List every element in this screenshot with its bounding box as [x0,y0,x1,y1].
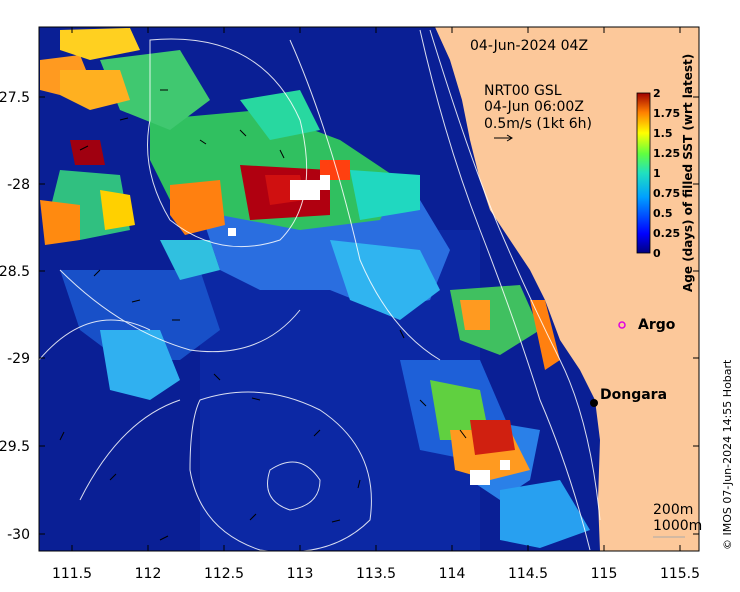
x-tick-label: 111.5 [52,566,92,582]
dongara-marker [590,399,598,407]
y-tick-label: -29 [7,351,30,367]
argo-marker [618,321,626,329]
y-tick-label: -28 [7,177,30,193]
colorbar-title: Age (days) of filled SST (wrt latest) [681,54,695,292]
date-label: 04-Jun-2024 04Z [470,38,588,54]
colorbar-tick: 2 [653,87,661,100]
credit-label: © IMOS 07-Jun-2024 14:55 Hobart [721,359,734,550]
y-tick-label: -28.5 [0,264,30,280]
tick-marks [39,27,699,551]
x-tick-label: 113.5 [356,566,396,582]
dongara-label: Dongara [600,387,667,403]
colorbar-tick: 1.25 [653,147,680,160]
colorbar-tick: 0.5 [653,207,673,220]
colorbar-gradient [636,92,651,254]
colorbar-tick: 1.75 [653,107,680,120]
colorbar: 2 1.75 1.5 1.25 1 0.75 0.5 0.25 0 Age (d… [636,54,695,292]
colorbar-tick: 0 [653,247,661,260]
colorbar-tick: 1.5 [653,127,673,140]
plot-frame [38,26,700,552]
warm-patches [40,28,560,480]
current-time-label: 04-Jun 06:00Z [484,99,584,115]
x-tick-label: 112 [135,566,162,582]
y-tick-label: -27.5 [0,90,30,106]
current-arrows [59,89,467,541]
current-scale-label: 0.5m/s (1kt 6h) [484,116,592,132]
x-tick-label: 115.5 [660,566,700,582]
scale-arrow-icon [494,134,513,142]
land-area [435,27,699,551]
y-tick-label: -29.5 [0,439,30,455]
contour-label-200m: 200m [653,502,693,518]
map-plot-area [39,27,699,551]
y-tick-labels: -27.5 -28 -28.5 -29 -29.5 -30 [0,90,30,543]
colorbar-tick: 1 [653,167,661,180]
colorbar-tick: 0.75 [653,187,680,200]
x-tick-label: 114.5 [508,566,548,582]
x-tick-labels: 111.5 112 112.5 113 113.5 114 114.5 115 … [52,566,700,582]
x-tick-label: 114 [439,566,466,582]
y-tick-label: -30 [7,527,30,543]
x-tick-label: 115 [591,566,618,582]
x-tick-label: 113 [287,566,314,582]
current-product-label: NRT00 GSL [484,83,562,99]
argo-label: Argo [638,317,676,333]
x-tick-label: 112.5 [204,566,244,582]
colorbar-tick: 0.25 [653,227,680,240]
contour-label-1000m: 1000m [653,518,702,534]
contour-lines [39,29,601,551]
